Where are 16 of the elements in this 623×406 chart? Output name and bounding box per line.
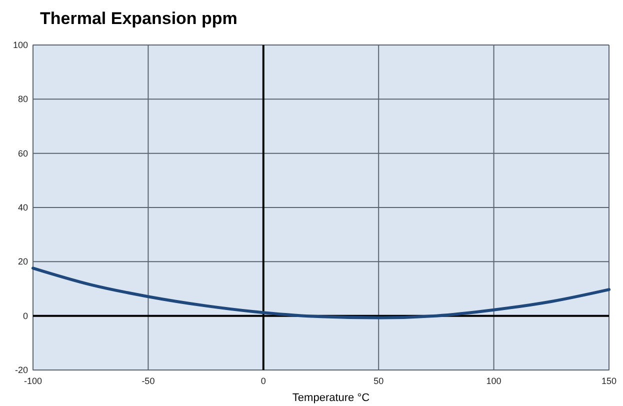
y-tick-label: 0 xyxy=(22,310,28,321)
y-tick-label: -20 xyxy=(14,365,28,375)
chart-title: Thermal Expansion ppm xyxy=(40,9,238,28)
y-tick-label: 60 xyxy=(18,148,28,158)
line-series xyxy=(32,266,610,320)
y-tick-label: 40 xyxy=(18,202,28,212)
x-tick-label: 50 xyxy=(374,376,384,386)
y-tick-label: 100 xyxy=(12,40,28,50)
y-tick-label: 20 xyxy=(18,256,28,267)
x-tick-label: -100 xyxy=(24,376,42,386)
x-tick-label: 0 xyxy=(260,376,266,386)
x-tick-label: 100 xyxy=(486,376,502,386)
x-axis-title: Temperature °C xyxy=(292,392,370,404)
x-tick-label: 150 xyxy=(601,376,617,386)
x-tick-label: -50 xyxy=(142,376,155,386)
y-tick-label: 80 xyxy=(18,94,28,104)
